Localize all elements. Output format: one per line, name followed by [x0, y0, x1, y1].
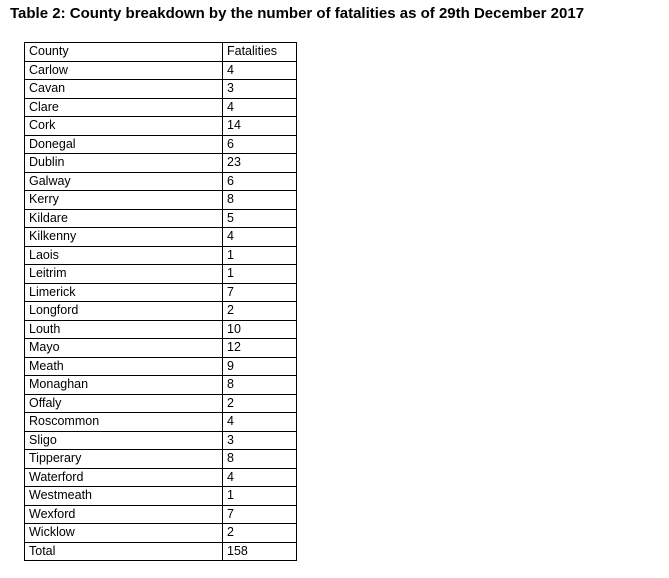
fatalities-cell: 2: [222, 523, 297, 543]
fatalities-cell: 158: [222, 541, 297, 561]
table-row: Clare 4: [24, 97, 297, 117]
table-row: Kildare 5: [24, 208, 297, 228]
fatalities-cell: 1: [222, 245, 297, 265]
county-cell: Roscommon: [24, 412, 223, 432]
county-cell: Total: [24, 541, 223, 561]
fatalities-cell: 5: [222, 208, 297, 228]
table-row: Wexford 7: [24, 504, 297, 524]
fatalities-cell: 2: [222, 393, 297, 413]
county-cell: Dublin: [24, 153, 223, 173]
fatalities-cell: 4: [222, 227, 297, 247]
county-cell: Louth: [24, 319, 223, 339]
fatalities-cell: 6: [222, 134, 297, 154]
county-cell: Laois: [24, 245, 223, 265]
table-row: Cork 14: [24, 116, 297, 136]
fatalities-cell: 6: [222, 171, 297, 191]
table-row: Galway 6: [24, 171, 297, 191]
table-row: Kerry 8: [24, 190, 297, 210]
fatalities-cell: 4: [222, 412, 297, 432]
table-row: Total 158: [24, 541, 297, 561]
fatalities-cell: 8: [222, 449, 297, 469]
county-cell: Kerry: [24, 190, 223, 210]
table-row: Westmeath 1: [24, 486, 297, 506]
fatalities-cell: 7: [222, 282, 297, 302]
county-cell: Monaghan: [24, 375, 223, 395]
county-cell: County: [24, 42, 223, 62]
county-cell: Tipperary: [24, 449, 223, 469]
fatalities-cell: 3: [222, 79, 297, 99]
fatalities-table: County Fatalities Carlow 4 Cavan 3 Clare 4 Cork 1…: [24, 42, 297, 561]
county-cell: Waterford: [24, 467, 223, 487]
fatalities-cell: 1: [222, 486, 297, 506]
fatalities-cell: 8: [222, 375, 297, 395]
county-cell: Longford: [24, 301, 223, 321]
fatalities-cell: 8: [222, 190, 297, 210]
county-cell: Kildare: [24, 208, 223, 228]
table-row: Cavan 3: [24, 79, 297, 99]
fatalities-cell: 10: [222, 319, 297, 339]
fatalities-cell: 7: [222, 504, 297, 524]
table-title: Table 2: County breakdown by the number …: [10, 5, 585, 22]
table-row: Tipperary 8: [24, 449, 297, 469]
county-cell: Limerick: [24, 282, 223, 302]
county-cell: Carlow: [24, 60, 223, 80]
table-row: Waterford 4: [24, 467, 297, 487]
county-cell: Cavan: [24, 79, 223, 99]
fatalities-cell: 2: [222, 301, 297, 321]
table-row: Kilkenny 4: [24, 227, 297, 247]
table-row: Mayo 12: [24, 338, 297, 358]
table-row: Laois 1: [24, 245, 297, 265]
table-row: Dublin 23: [24, 153, 297, 173]
county-cell: Donegal: [24, 134, 223, 154]
table-row: Meath 9: [24, 356, 297, 376]
county-cell: Cork: [24, 116, 223, 136]
county-cell: Leitrim: [24, 264, 223, 284]
table-row: Donegal 6: [24, 134, 297, 154]
county-cell: Galway: [24, 171, 223, 191]
fatalities-cell: 23: [222, 153, 297, 173]
county-cell: Meath: [24, 356, 223, 376]
county-cell: Kilkenny: [24, 227, 223, 247]
table-row: Carlow 4: [24, 60, 297, 80]
county-cell: Offaly: [24, 393, 223, 413]
table-row: Roscommon 4: [24, 412, 297, 432]
table-row: Offaly 2: [24, 393, 297, 413]
fatalities-cell: 4: [222, 97, 297, 117]
county-cell: Mayo: [24, 338, 223, 358]
fatalities-cell: 4: [222, 467, 297, 487]
table-row: Monaghan 8: [24, 375, 297, 395]
county-cell: Wexford: [24, 504, 223, 524]
table-row: Louth 10: [24, 319, 297, 339]
table-row: Leitrim 1: [24, 264, 297, 284]
fatalities-cell: 1: [222, 264, 297, 284]
header-row: County Fatalities: [24, 42, 297, 62]
table-row: Longford 2: [24, 301, 297, 321]
county-cell: Clare: [24, 97, 223, 117]
table-row: Limerick 7: [24, 282, 297, 302]
fatalities-cell: 14: [222, 116, 297, 136]
fatalities-cell: 12: [222, 338, 297, 358]
fatalities-cell: 9: [222, 356, 297, 376]
table-row: Wicklow 2: [24, 523, 297, 543]
county-cell: Sligo: [24, 430, 223, 450]
fatalities-cell: Fatalities: [222, 42, 297, 62]
table-row: Sligo 3: [24, 430, 297, 450]
county-cell: Westmeath: [24, 486, 223, 506]
fatalities-cell: 3: [222, 430, 297, 450]
county-cell: Wicklow: [24, 523, 223, 543]
fatalities-cell: 4: [222, 60, 297, 80]
